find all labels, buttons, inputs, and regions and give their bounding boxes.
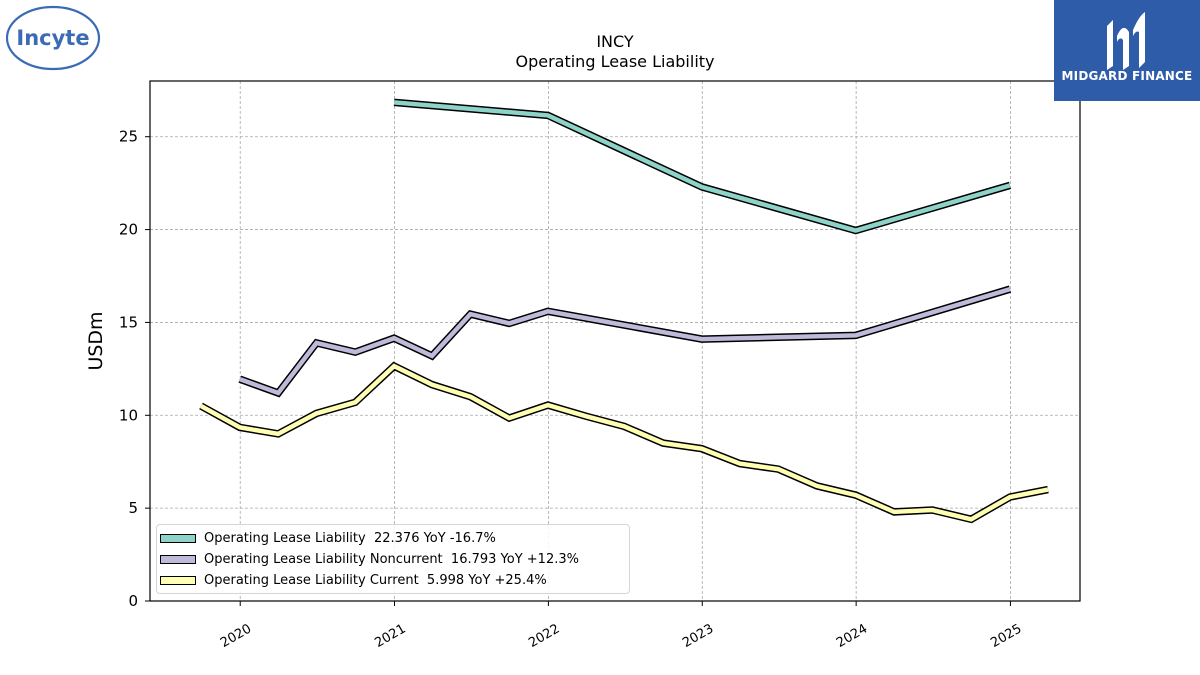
legend-item-total: Operating Lease Liability 22.376 YoY -16… — [157, 528, 496, 548]
legend-label-current: Operating Lease Liability Current 5.998 … — [204, 572, 547, 588]
y-axis-label: USDm — [85, 311, 107, 370]
series-stroke — [239, 286, 1011, 396]
series-layer — [199, 98, 1049, 524]
x-tick-label: 2023 — [680, 621, 716, 651]
y-tick-label: 20 — [119, 221, 138, 239]
series-line-2 — [238, 285, 1012, 398]
plot-frame — [149, 80, 1081, 602]
legend-swatch-current — [160, 575, 196, 585]
y-tick-label: 5 — [128, 499, 138, 517]
x-tick-label: 2020 — [218, 621, 254, 651]
series-line-3 — [199, 361, 1049, 524]
y-tick-label: 0 — [128, 592, 138, 610]
chart-title-block: INCY Operating Lease Liability — [150, 32, 1080, 72]
midgard-mark-icon — [1107, 12, 1145, 70]
legend-label-noncurrent: Operating Lease Liability Noncurrent 16.… — [204, 551, 579, 567]
incyte-logo: Incyte — [5, 5, 101, 71]
chart-subtitle: Operating Lease Liability — [515, 52, 715, 71]
x-tick-label: 2022 — [526, 621, 562, 651]
series-outline — [238, 285, 1012, 398]
legend-item-current: Operating Lease Liability Current 5.998 … — [157, 570, 547, 590]
legend-label-total: Operating Lease Liability 22.376 YoY -16… — [204, 530, 496, 546]
y-tick-label: 25 — [119, 128, 138, 146]
series-stroke — [199, 363, 1049, 522]
series-line-1 — [393, 98, 1012, 235]
midgard-finance-logo: MIDGARD FINANCE — [1054, 0, 1200, 101]
y-tick-label: 15 — [119, 313, 138, 331]
grid-lines — [150, 81, 1080, 602]
x-tick-label: 2025 — [988, 621, 1024, 651]
incyte-logo-text: Incyte — [16, 26, 89, 50]
legend: Operating Lease Liability 22.376 YoY -16… — [156, 524, 630, 594]
chart-title: INCY — [596, 32, 634, 51]
series-outline — [199, 361, 1049, 524]
legend-item-noncurrent: Operating Lease Liability Noncurrent 16.… — [157, 549, 579, 569]
series-stroke — [393, 100, 1011, 233]
y-tick-label: 10 — [119, 406, 138, 424]
legend-swatch-noncurrent — [160, 554, 196, 564]
legend-swatch-total — [160, 533, 196, 543]
x-tick-label: 2021 — [372, 621, 408, 651]
x-tick-label: 2024 — [834, 621, 870, 651]
x-axis: 2020 2021 2022 2023 2024 2025 — [218, 601, 1024, 651]
y-axis: 0 5 10 15 20 25 — [119, 128, 150, 610]
midgard-logo-text: MIDGARD FINANCE — [1061, 69, 1193, 83]
